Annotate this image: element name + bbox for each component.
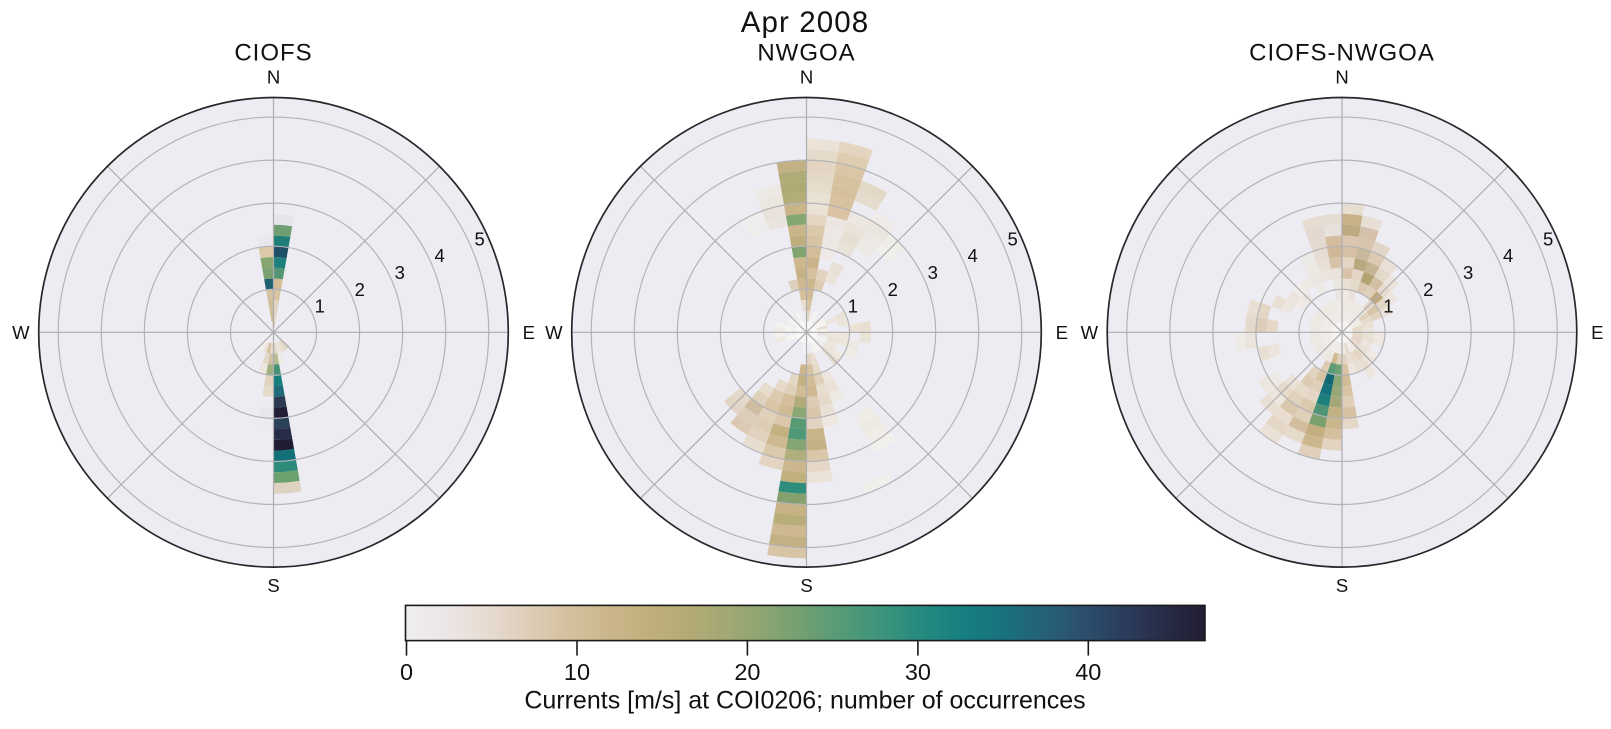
- svg-text:E: E: [523, 322, 535, 343]
- svg-text:N: N: [1335, 66, 1348, 87]
- svg-text:1: 1: [1383, 296, 1393, 317]
- svg-text:5: 5: [474, 228, 484, 249]
- svg-text:N: N: [267, 66, 280, 87]
- svg-text:S: S: [1336, 575, 1348, 596]
- svg-text:0: 0: [400, 659, 413, 685]
- svg-text:N: N: [800, 66, 813, 87]
- svg-text:S: S: [800, 575, 812, 596]
- svg-text:3: 3: [928, 262, 938, 283]
- svg-text:E: E: [1591, 322, 1603, 343]
- svg-text:CIOFS-NWGOA: CIOFS-NWGOA: [1249, 40, 1435, 67]
- svg-text:2: 2: [355, 279, 365, 300]
- svg-text:W: W: [1081, 322, 1099, 343]
- svg-text:S: S: [267, 575, 279, 596]
- svg-text:30: 30: [905, 659, 931, 685]
- svg-text:1: 1: [848, 296, 858, 317]
- svg-text:2: 2: [1423, 279, 1433, 300]
- svg-text:Apr 2008: Apr 2008: [741, 6, 870, 39]
- svg-text:5: 5: [1007, 228, 1017, 249]
- svg-text:3: 3: [395, 262, 405, 283]
- svg-text:10: 10: [564, 659, 590, 685]
- svg-text:20: 20: [734, 659, 760, 685]
- svg-text:E: E: [1056, 322, 1068, 343]
- svg-text:40: 40: [1075, 659, 1101, 685]
- svg-text:1: 1: [315, 296, 325, 317]
- svg-text:4: 4: [968, 245, 978, 266]
- svg-text:3: 3: [1463, 262, 1473, 283]
- svg-text:2: 2: [888, 279, 898, 300]
- svg-text:5: 5: [1543, 228, 1553, 249]
- svg-text:NWGOA: NWGOA: [757, 40, 855, 67]
- svg-text:Currents [m/s] at COI0206; num: Currents [m/s] at COI0206; number of occ…: [524, 687, 1085, 715]
- svg-text:W: W: [545, 322, 563, 343]
- svg-text:CIOFS: CIOFS: [234, 40, 312, 67]
- svg-text:W: W: [12, 322, 30, 343]
- svg-text:4: 4: [435, 245, 445, 266]
- svg-text:4: 4: [1503, 245, 1513, 266]
